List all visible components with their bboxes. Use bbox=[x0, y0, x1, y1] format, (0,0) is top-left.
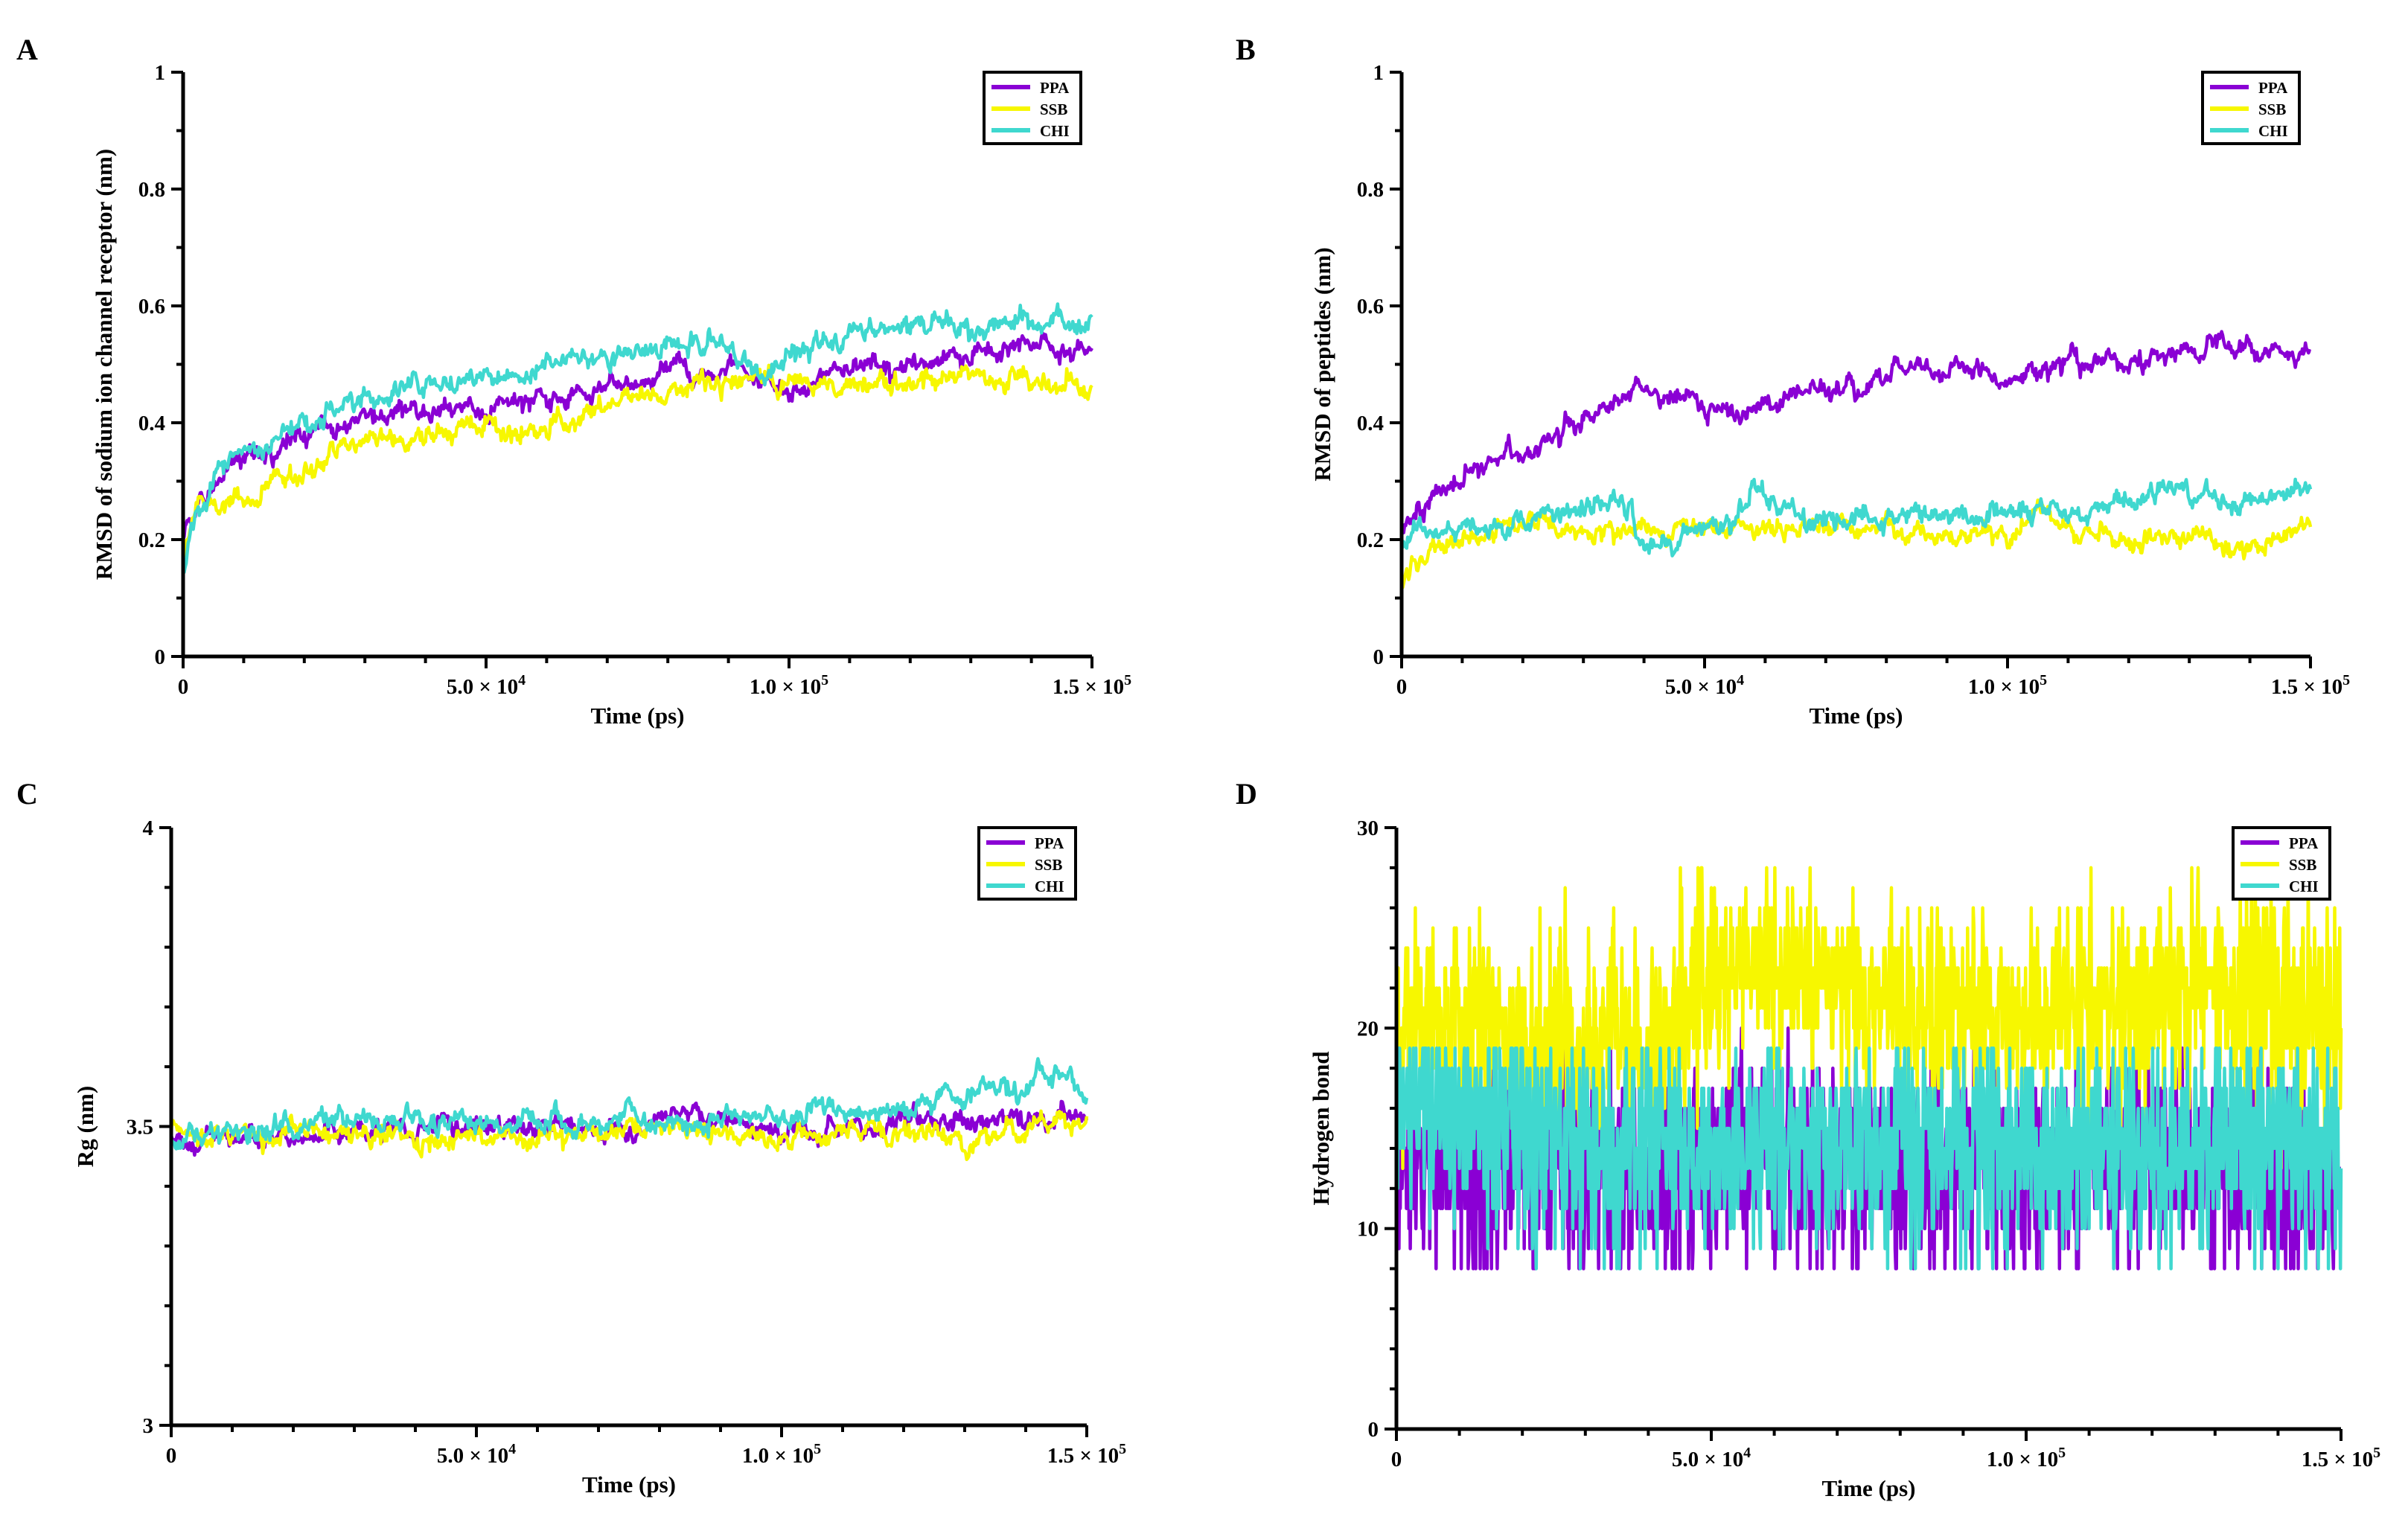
chart-panel-a: A 0 0.2 0.4 0.6 0.8 1 0 5.0 × 104 1.0 × 105 1.5 × … bbox=[16, 33, 1131, 729]
legend: PPA SSB CHI bbox=[977, 826, 1077, 901]
series-line-chi bbox=[1399, 477, 2313, 557]
x-tick-label: 1.5 × 105 bbox=[2302, 1445, 2380, 1471]
chart-panel-c: C 3 3.5 4 0 5.0 × 104 1.0 × 105 1.5 × 105 Time (… bbox=[16, 777, 1126, 1498]
y-tick-label: 0 bbox=[1373, 645, 1385, 669]
legend: PPA SSB CHI bbox=[983, 71, 1082, 145]
series-line-ppa bbox=[1401, 330, 2312, 534]
legend-label-chi: CHI bbox=[2258, 122, 2288, 140]
y-tick-label: 3.5 bbox=[127, 1116, 153, 1140]
x-tick-label: 0 bbox=[1396, 675, 1408, 699]
y-tick-label: 0 bbox=[1368, 1418, 1379, 1442]
series-line-ssb bbox=[182, 363, 1093, 558]
x-tick-label: 0 bbox=[1391, 1448, 1402, 1471]
x-tick-label: 0 bbox=[178, 675, 189, 699]
x-tick-label: 1.5 × 105 bbox=[1047, 1441, 1126, 1468]
y-tick-label: 0 bbox=[155, 645, 166, 669]
chart-panel-d: D 0 10 20 30 0 5.0 × 104 1.0 × 105 1.5 × 105 Time… bbox=[1236, 777, 2380, 1501]
series-line-ssb bbox=[169, 1109, 1089, 1162]
legend-label-ppa: PPA bbox=[1035, 834, 1064, 852]
legend-label-chi: CHI bbox=[2289, 878, 2319, 895]
x-axis-title: Time (ps) bbox=[1809, 703, 1903, 729]
legend: PPA SSB CHI bbox=[2201, 71, 2301, 145]
y-tick-label: 0.6 bbox=[1357, 295, 1384, 319]
legend-label-ssb: SSB bbox=[1040, 100, 1067, 118]
legend-label-chi: CHI bbox=[1040, 122, 1070, 140]
series-line-chi bbox=[182, 302, 1093, 575]
series-group bbox=[181, 302, 1093, 575]
x-tick-label: 5.0 × 104 bbox=[447, 672, 526, 699]
x-tick-label: 1.0 × 105 bbox=[750, 672, 828, 699]
series-line-ssb bbox=[1400, 498, 2313, 590]
y-axis-title: Rg (nm) bbox=[72, 1086, 98, 1167]
legend-label-ssb: SSB bbox=[2289, 856, 2316, 874]
y-tick-label: 0.4 bbox=[138, 412, 165, 435]
y-tick-label: 1 bbox=[155, 61, 166, 85]
x-tick-label: 5.0 × 104 bbox=[437, 1441, 516, 1468]
y-tick-label: 20 bbox=[1357, 1017, 1379, 1041]
y-axis-title: Hydrogen bond bbox=[1308, 1051, 1334, 1205]
y-axis-title: RMSD of sodium ion channel receptor (nm) bbox=[91, 149, 117, 580]
y-tick-label: 1 bbox=[1373, 61, 1385, 85]
legend-label-ppa: PPA bbox=[1040, 79, 1070, 97]
legend-label-ssb: SSB bbox=[1035, 856, 1062, 874]
panel-letter: C bbox=[16, 777, 38, 811]
legend-label-ppa: PPA bbox=[2289, 834, 2319, 852]
y-tick-label: 0.2 bbox=[1357, 528, 1384, 552]
x-axis-title: Time (ps) bbox=[582, 1471, 676, 1498]
series-line-ppa bbox=[181, 331, 1093, 541]
legend: PPA SSB CHI bbox=[2232, 826, 2331, 901]
y-tick-label: 10 bbox=[1357, 1218, 1379, 1241]
x-tick-label: 1.5 × 105 bbox=[1053, 672, 1131, 699]
y-axis-title: RMSD of peptides (nm) bbox=[1309, 247, 1335, 481]
x-tick-label: 5.0 × 104 bbox=[1672, 1445, 1751, 1471]
x-tick-label: 5.0 × 104 bbox=[1665, 672, 1744, 699]
panel-letter: B bbox=[1236, 33, 1256, 66]
legend-label-ssb: SSB bbox=[2258, 100, 2286, 118]
y-tick-label: 0.8 bbox=[138, 178, 165, 202]
x-axis-title: Time (ps) bbox=[590, 703, 684, 729]
panel-letter: A bbox=[16, 33, 38, 66]
x-tick-label: 0 bbox=[166, 1444, 177, 1468]
x-axis-title: Time (ps) bbox=[1821, 1475, 1915, 1501]
x-tick-label: 1.0 × 105 bbox=[1987, 1445, 2066, 1471]
y-tick-label: 0.8 bbox=[1357, 178, 1384, 202]
series-group bbox=[1394, 866, 2343, 1270]
y-tick-label: 0.2 bbox=[138, 528, 165, 552]
y-tick-label: 30 bbox=[1357, 816, 1379, 840]
series-line-chi bbox=[170, 1057, 1089, 1151]
panel-letter: D bbox=[1236, 777, 1257, 811]
y-tick-label: 0.4 bbox=[1357, 412, 1384, 435]
x-tick-label: 1.0 × 105 bbox=[1968, 672, 2047, 699]
y-tick-label: 0.6 bbox=[138, 295, 165, 319]
chart-panel-b: B 0 0.2 0.4 0.6 0.8 1 0 5.0 × 104 1.0 × 105 1.5 × … bbox=[1236, 33, 2350, 729]
series-line-chi bbox=[1395, 1046, 2343, 1270]
x-tick-label: 1.0 × 105 bbox=[742, 1441, 821, 1468]
series-group bbox=[169, 1057, 1089, 1162]
legend-label-chi: CHI bbox=[1035, 878, 1064, 895]
legend-label-ppa: PPA bbox=[2258, 79, 2288, 97]
x-tick-label: 1.5 × 105 bbox=[2271, 672, 2350, 699]
series-group bbox=[1399, 330, 2313, 590]
y-tick-label: 3 bbox=[143, 1414, 154, 1438]
y-tick-label: 4 bbox=[143, 816, 154, 840]
